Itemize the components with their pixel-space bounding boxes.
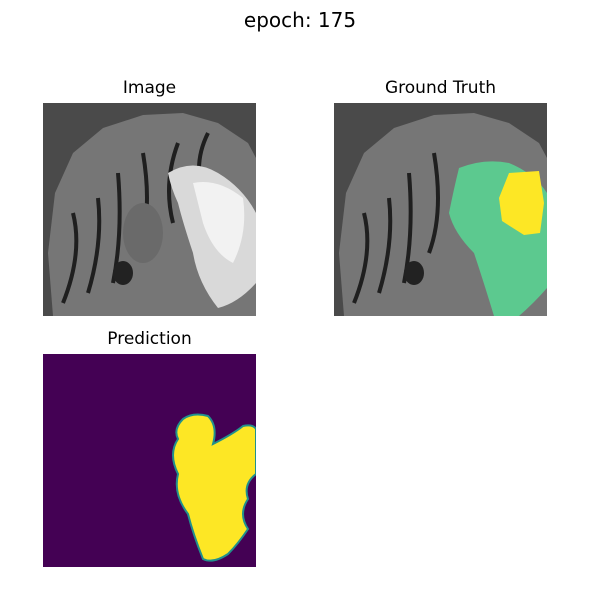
image-panel [43,103,256,316]
mri-image [43,103,256,316]
ground-truth-panel [334,103,547,316]
ground-truth-image [334,103,547,316]
prediction-image [43,354,256,567]
figure-title: epoch: 175 [243,8,357,32]
image-panel-title: Image [122,78,177,98]
yellow-core [499,171,544,235]
prediction-panel [43,354,256,567]
prediction-panel-title: Prediction [107,329,192,349]
prediction-mask [172,413,256,562]
ground-truth-panel-title: Ground Truth [384,78,497,98]
